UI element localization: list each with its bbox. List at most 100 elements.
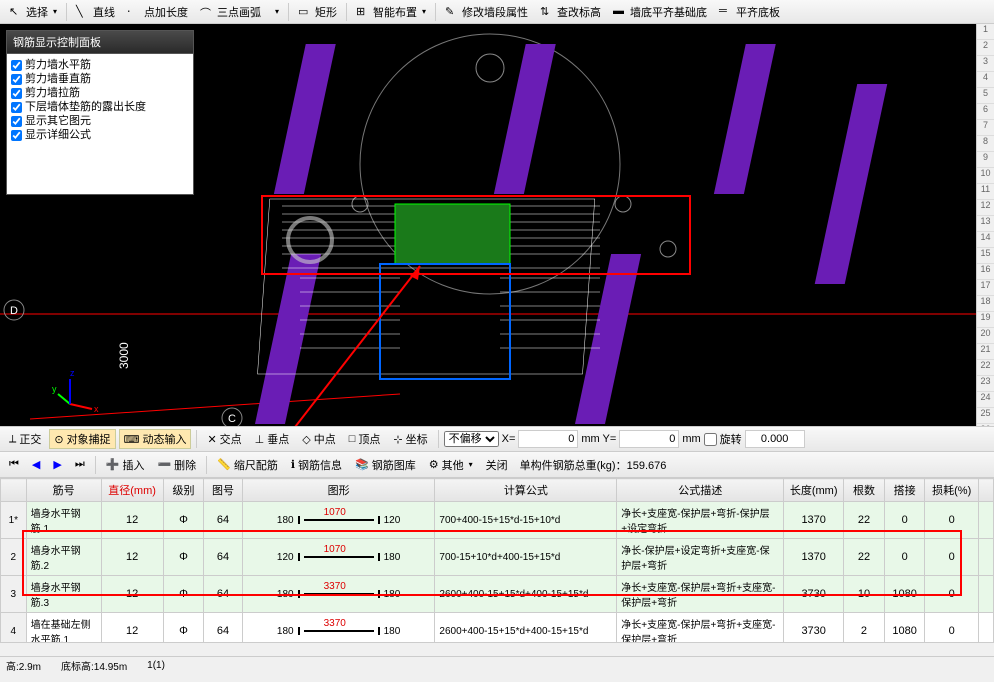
table-row[interactable]: 2 墙身水平钢筋.2 12 Φ 64 120 1070 180 700-15+1… [1, 539, 994, 576]
cell-shape[interactable]: 180 3370 180 [242, 576, 435, 613]
other-button[interactable]: ⚙其他▾ [424, 455, 478, 475]
col-cnt[interactable]: 根数 [844, 479, 885, 502]
cell-loss[interactable]: 0 [925, 613, 979, 643]
arc3-button[interactable]: ⌒三点画弧 [195, 2, 266, 22]
cell-name[interactable]: 墙身水平钢筋.2 [26, 539, 101, 576]
cell-fig[interactable]: 64 [204, 502, 243, 539]
line-button[interactable]: ╲直线 [71, 2, 120, 22]
item-checkbox[interactable] [11, 116, 22, 127]
cell-grade[interactable]: Φ [163, 613, 204, 643]
col-dia[interactable]: 直径(mm) [101, 479, 163, 502]
panel-checkbox-item[interactable]: 显示其它图元 [11, 114, 189, 128]
cell-len[interactable]: 3730 [784, 576, 844, 613]
cell-name[interactable]: 墙身水平钢筋.1 [26, 502, 101, 539]
mid-button[interactable]: ◇中点 [297, 429, 340, 449]
cell-formula[interactable]: 2600+400-15+15*d+400-15+15*d [435, 576, 617, 613]
y-input[interactable] [619, 430, 679, 448]
dyn-input-button[interactable]: ⌨动态输入 [119, 429, 192, 449]
ortho-button[interactable]: ⟂正交 [4, 429, 46, 449]
smart-layout-button[interactable]: ⊞智能布置▾ [351, 2, 431, 22]
panel-checkbox-item[interactable]: 剪力墙拉筋 [11, 86, 189, 100]
cell-grade[interactable]: Φ [163, 502, 204, 539]
col-formula[interactable]: 计算公式 [435, 479, 617, 502]
rotate-input[interactable] [745, 430, 805, 448]
rebar-display-panel[interactable]: 钢筋显示控制面板 剪力墙水平筋剪力墙垂直筋剪力墙拉筋下层墙体垫筋的露出长度显示其… [6, 30, 194, 195]
rect-button[interactable]: ▭矩形 [293, 2, 342, 22]
rebar-lib-button[interactable]: 📚钢筋图库 [350, 455, 421, 475]
cell-shape[interactable]: 180 1070 120 [242, 502, 435, 539]
cell-cnt[interactable]: 22 [844, 539, 885, 576]
check-elev-button[interactable]: ⇅查改标高 [535, 2, 606, 22]
cell-loss[interactable]: 0 [925, 576, 979, 613]
table-row[interactable]: 4 墙在基础左侧水平筋.1 12 Φ 64 180 3370 180 2600+… [1, 613, 994, 643]
item-checkbox[interactable] [11, 88, 22, 99]
panel-checkbox-item[interactable]: 剪力墙垂直筋 [11, 72, 189, 86]
cell-dia[interactable]: 12 [101, 502, 163, 539]
insert-button[interactable]: ➕插入 [101, 455, 150, 475]
col-loss[interactable]: 损耗(%) [925, 479, 979, 502]
table-row[interactable]: 1* 墙身水平钢筋.1 12 Φ 64 180 1070 120 700+400… [1, 502, 994, 539]
item-checkbox[interactable] [11, 74, 22, 85]
cell-shape[interactable]: 180 3370 180 [242, 613, 435, 643]
perp-button[interactable]: ⊥垂点 [250, 429, 295, 449]
osnap-button[interactable]: ⊙对象捕捉 [49, 429, 115, 449]
scale-rebar-button[interactable]: 📏缩尺配筋 [212, 455, 283, 475]
coord-button[interactable]: ⊹坐标 [388, 429, 432, 449]
cell-len[interactable]: 1370 [784, 502, 844, 539]
col-num[interactable]: 筋号 [26, 479, 101, 502]
item-checkbox[interactable] [11, 60, 22, 71]
cell-formula[interactable]: 2600+400-15+15*d+400-15+15*d [435, 613, 617, 643]
rebar-info-button[interactable]: ℹ钢筋信息 [286, 455, 347, 475]
cell-cnt[interactable]: 2 [844, 613, 885, 643]
cell-formula[interactable]: 700-15+10*d+400-15+15*d [435, 539, 617, 576]
cell-shape[interactable]: 120 1070 180 [242, 539, 435, 576]
col-desc[interactable]: 公式描述 [617, 479, 784, 502]
cell-fig[interactable]: 64 [204, 613, 243, 643]
item-checkbox[interactable] [11, 130, 22, 141]
cell-fig[interactable]: 64 [204, 539, 243, 576]
cell-name[interactable]: 墙身水平钢筋.3 [26, 576, 101, 613]
col-lap[interactable]: 搭接 [884, 479, 925, 502]
cell-lap[interactable]: 0 [884, 502, 925, 539]
cell-loss[interactable]: 0 [925, 502, 979, 539]
close-button[interactable]: 关闭 [481, 455, 513, 475]
wall-base-button[interactable]: ▬墙底平齐基础底 [608, 2, 712, 22]
cell-formula[interactable]: 700+400-15+15*d-15+10*d [435, 502, 617, 539]
nav-last-button[interactable]: ⏭ [70, 456, 90, 473]
panel-checkbox-item[interactable]: 下层墙体垫筋的露出长度 [11, 100, 189, 114]
cell-desc[interactable]: 净长-保护层+设定弯折+支座宽-保护层+弯折 [617, 539, 784, 576]
nav-prev-button[interactable]: ◀ [27, 456, 45, 473]
nav-next-button[interactable]: ▶ [48, 456, 66, 473]
cell-desc[interactable]: 净长+支座宽-保护层+弯折+支座宽-保护层+弯折 [617, 576, 784, 613]
vertex-button[interactable]: □顶点 [344, 429, 386, 449]
table-row[interactable]: 3 墙身水平钢筋.3 12 Φ 64 180 3370 180 2600+400… [1, 576, 994, 613]
more-draw-button[interactable]: ▾ [268, 5, 284, 18]
panel-checkbox-item[interactable]: 剪力墙水平筋 [11, 58, 189, 72]
cell-len[interactable]: 1370 [784, 539, 844, 576]
point-length-button[interactable]: ⋅点加长度 [122, 2, 193, 22]
cell-loss[interactable]: 0 [925, 539, 979, 576]
panel-checkbox-item[interactable]: 显示详细公式 [11, 128, 189, 142]
modify-wall-button[interactable]: ✎修改墙段属性 [440, 2, 533, 22]
delete-button[interactable]: ➖删除 [152, 455, 201, 475]
cell-dia[interactable]: 12 [101, 613, 163, 643]
cell-dia[interactable]: 12 [101, 576, 163, 613]
cell-dia[interactable]: 12 [101, 539, 163, 576]
col-fig[interactable]: 图号 [204, 479, 243, 502]
cell-lap[interactable]: 0 [884, 539, 925, 576]
cell-name[interactable]: 墙在基础左侧水平筋.1 [26, 613, 101, 643]
cell-lap[interactable]: 1080 [884, 613, 925, 643]
cell-desc[interactable]: 净长+支座宽-保护层+弯折+支座宽-保护层+弯折 [617, 613, 784, 643]
col-shape[interactable]: 图形 [242, 479, 435, 502]
col-grade[interactable]: 级别 [163, 479, 204, 502]
item-checkbox[interactable] [11, 102, 22, 113]
rotate-checkbox[interactable] [704, 433, 717, 446]
cell-grade[interactable]: Φ [163, 539, 204, 576]
flat-base-button[interactable]: ═平齐底板 [714, 2, 785, 22]
cross-button[interactable]: ✕交点 [202, 429, 246, 449]
cell-desc[interactable]: 净长+支座宽-保护层+弯折-保护层+设定弯折 [617, 502, 784, 539]
cell-fig[interactable]: 64 [204, 576, 243, 613]
offset-select[interactable]: 不偏移 [444, 431, 499, 447]
cell-lap[interactable]: 1080 [884, 576, 925, 613]
nav-first-button[interactable]: ⏮ [4, 456, 24, 473]
